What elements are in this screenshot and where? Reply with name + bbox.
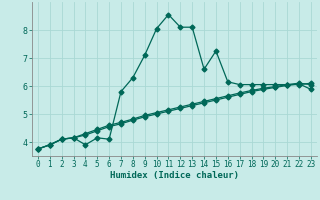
X-axis label: Humidex (Indice chaleur): Humidex (Indice chaleur) xyxy=(110,171,239,180)
